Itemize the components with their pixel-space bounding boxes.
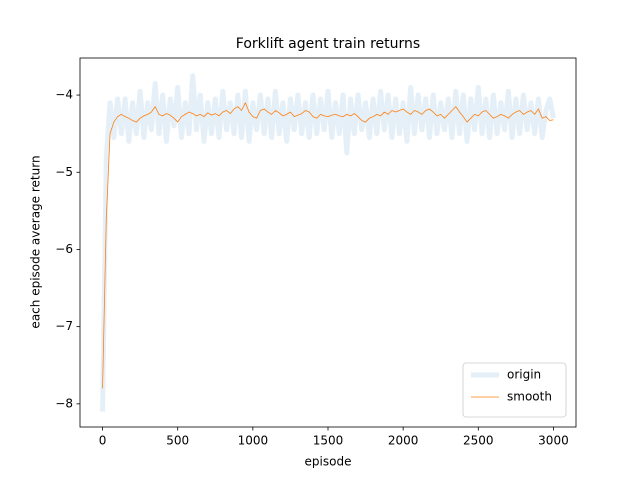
y-tick-label: −5: [55, 165, 73, 179]
x-tick-label: 500: [166, 434, 189, 448]
x-tick-label: 1500: [313, 434, 344, 448]
x-tick-label: 2000: [388, 434, 419, 448]
x-tick-label: 3000: [538, 434, 569, 448]
x-axis-label: episode: [305, 455, 352, 469]
y-tick-label: −7: [55, 319, 73, 333]
series-line: [100, 73, 556, 412]
y-tick-label: −6: [55, 242, 73, 256]
y-tick-label: −4: [55, 88, 73, 102]
legend-label: origin: [507, 368, 541, 382]
legend-label: smooth: [507, 390, 552, 404]
y-tick-label: −8: [55, 396, 73, 410]
x-tick-label: 2500: [463, 434, 494, 448]
series-line: [102, 102, 554, 389]
chart-title: Forklift agent train returns: [236, 36, 420, 52]
y-axis-label: each episode average return: [29, 155, 43, 328]
x-tick-label: 1000: [238, 434, 269, 448]
x-tick-label: 0: [99, 434, 107, 448]
